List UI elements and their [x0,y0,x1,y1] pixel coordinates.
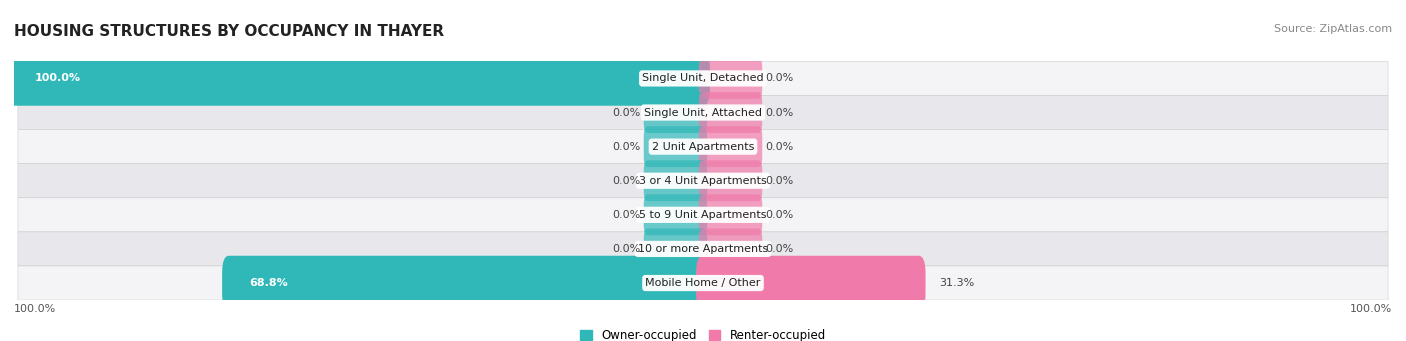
FancyBboxPatch shape [18,164,1388,198]
Text: 0.0%: 0.0% [613,142,641,152]
Text: 0.0%: 0.0% [765,176,793,186]
FancyBboxPatch shape [699,58,762,99]
Text: 100.0%: 100.0% [1350,304,1392,314]
FancyBboxPatch shape [18,130,1388,164]
Text: 31.3%: 31.3% [939,278,974,288]
Text: 68.8%: 68.8% [250,278,288,288]
FancyBboxPatch shape [644,160,707,201]
FancyBboxPatch shape [18,61,1388,95]
Text: Single Unit, Attached: Single Unit, Attached [644,107,762,118]
Text: Source: ZipAtlas.com: Source: ZipAtlas.com [1274,24,1392,34]
FancyBboxPatch shape [699,92,762,133]
FancyBboxPatch shape [699,160,762,201]
Text: 3 or 4 Unit Apartments: 3 or 4 Unit Apartments [640,176,766,186]
Text: Single Unit, Detached: Single Unit, Detached [643,73,763,84]
Text: 5 to 9 Unit Apartments: 5 to 9 Unit Apartments [640,210,766,220]
Text: 0.0%: 0.0% [765,244,793,254]
Text: 10 or more Apartments: 10 or more Apartments [638,244,768,254]
Text: 0.0%: 0.0% [765,73,793,84]
FancyBboxPatch shape [696,256,925,310]
FancyBboxPatch shape [644,228,707,269]
Text: 100.0%: 100.0% [14,304,56,314]
FancyBboxPatch shape [644,92,707,133]
FancyBboxPatch shape [699,194,762,235]
Text: 0.0%: 0.0% [765,210,793,220]
FancyBboxPatch shape [18,95,1388,130]
Text: 0.0%: 0.0% [765,142,793,152]
Text: 0.0%: 0.0% [613,107,641,118]
FancyBboxPatch shape [644,194,707,235]
FancyBboxPatch shape [7,51,710,106]
FancyBboxPatch shape [18,198,1388,232]
Text: 0.0%: 0.0% [613,244,641,254]
FancyBboxPatch shape [699,126,762,167]
FancyBboxPatch shape [644,126,707,167]
Text: HOUSING STRUCTURES BY OCCUPANCY IN THAYER: HOUSING STRUCTURES BY OCCUPANCY IN THAYE… [14,24,444,39]
FancyBboxPatch shape [699,228,762,269]
Text: 2 Unit Apartments: 2 Unit Apartments [652,142,754,152]
FancyBboxPatch shape [18,266,1388,300]
Text: Mobile Home / Other: Mobile Home / Other [645,278,761,288]
Text: 0.0%: 0.0% [613,176,641,186]
Text: 100.0%: 100.0% [35,73,80,84]
FancyBboxPatch shape [222,256,710,310]
FancyBboxPatch shape [18,232,1388,266]
Text: 0.0%: 0.0% [613,210,641,220]
Legend: Owner-occupied, Renter-occupied: Owner-occupied, Renter-occupied [575,324,831,341]
Text: 0.0%: 0.0% [765,107,793,118]
